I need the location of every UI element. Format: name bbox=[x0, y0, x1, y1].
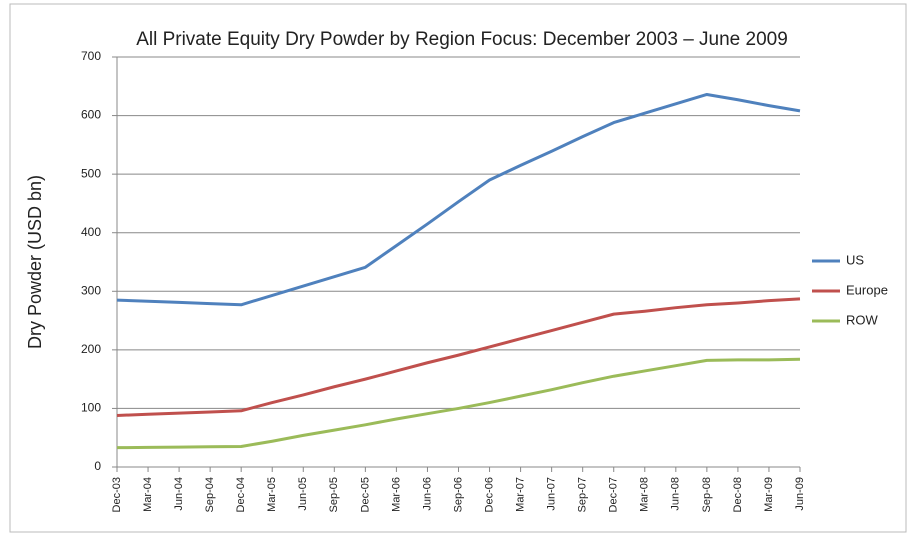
x-tick-label: Jun-08 bbox=[670, 477, 682, 511]
x-tick-label: Mar-06 bbox=[390, 477, 402, 512]
x-tick-label: Dec-08 bbox=[732, 477, 744, 512]
x-tick-label: Dec-04 bbox=[235, 477, 247, 512]
y-tick-label: 600 bbox=[81, 108, 101, 122]
x-tick-label: Mar-08 bbox=[639, 477, 651, 512]
x-tick-label: Jun-06 bbox=[421, 477, 433, 511]
x-tick-label: Sep-05 bbox=[328, 477, 340, 512]
y-tick-label: 500 bbox=[81, 166, 101, 180]
legend-label: Europe bbox=[846, 282, 888, 297]
y-tick-label: 200 bbox=[81, 342, 101, 356]
x-tick-label: Dec-03 bbox=[111, 477, 123, 512]
line-series bbox=[116, 92, 801, 307]
chart-title: All Private Equity Dry Powder by Region … bbox=[136, 29, 788, 50]
x-tick-label: Jun-05 bbox=[297, 477, 309, 511]
x-tick-label: Jun-07 bbox=[546, 477, 558, 511]
y-tick-label: 100 bbox=[81, 401, 101, 415]
y-tick-label: 300 bbox=[81, 283, 101, 297]
y-tick-label: 700 bbox=[81, 49, 101, 63]
y-tick-label: 0 bbox=[94, 459, 101, 473]
x-tick-label: Sep-04 bbox=[204, 477, 216, 512]
x-tick-label: Dec-06 bbox=[483, 477, 495, 512]
x-tick-label: Sep-06 bbox=[452, 477, 464, 512]
line-series bbox=[116, 357, 801, 450]
x-tick-label: Sep-08 bbox=[701, 477, 713, 512]
legend-label: US bbox=[846, 252, 864, 267]
y-tick-label: 400 bbox=[81, 225, 101, 239]
x-tick-label: Mar-07 bbox=[514, 477, 526, 512]
legend-label: ROW bbox=[846, 312, 879, 327]
x-tick-label: Sep-07 bbox=[577, 477, 589, 512]
x-tick-label: Mar-09 bbox=[763, 477, 775, 512]
x-tick-label: Jun-09 bbox=[794, 477, 806, 511]
y-axis-label: Dry Powder (USD bn) bbox=[25, 175, 45, 349]
x-tick-label: Mar-04 bbox=[142, 477, 154, 512]
x-tick-label: Jun-04 bbox=[173, 477, 185, 511]
x-tick-label: Dec-05 bbox=[359, 477, 371, 512]
x-tick-label: Mar-05 bbox=[266, 477, 278, 512]
x-tick-label: Dec-07 bbox=[608, 477, 620, 512]
chart-frame bbox=[9, 3, 907, 533]
line-series bbox=[116, 297, 801, 417]
